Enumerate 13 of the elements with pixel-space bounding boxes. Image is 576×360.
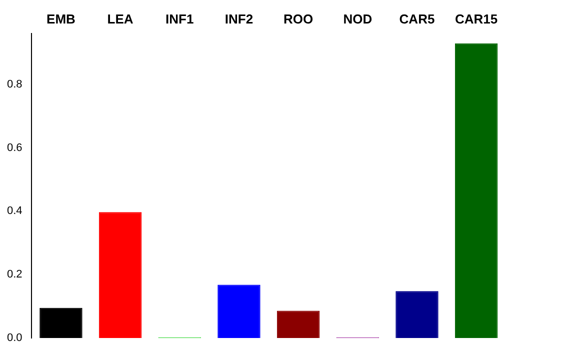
x-tick-label: CAR15 <box>455 11 498 26</box>
x-tick-label: LEA <box>107 11 134 26</box>
y-tick-label: 0.6 <box>6 142 22 154</box>
x-tick-label: INF1 <box>166 11 194 26</box>
x-tick-label: CAR5 <box>399 11 435 26</box>
y-tick-label: 0.4 <box>6 205 22 218</box>
x-tick-label: INF2 <box>224 11 254 26</box>
y-tick-label: 0.2 <box>6 268 22 281</box>
x-tick-label: EMB <box>46 11 76 26</box>
y-tick-label: 0.0 <box>6 332 22 344</box>
y-tick-label: 0.8 <box>6 78 22 90</box>
x-tick-label: ROO <box>284 11 314 26</box>
x-tick-label: NOD <box>343 11 372 26</box>
